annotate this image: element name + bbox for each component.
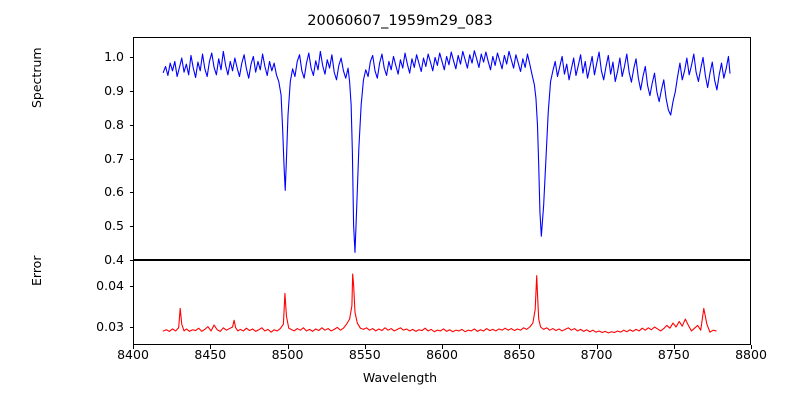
- y-tick-mark: [129, 286, 133, 288]
- x-tick-label: 8600: [426, 347, 458, 362]
- x-tick-label: 8450: [194, 347, 227, 362]
- y-tick-label: 1.0: [104, 49, 124, 65]
- x-tick-mark: [751, 345, 753, 349]
- x-tick-label: 8750: [657, 347, 690, 362]
- error-data-line: [162, 273, 717, 334]
- y-tick-mark: [129, 158, 133, 160]
- x-tick-mark: [442, 345, 444, 349]
- x-tick-label: 8650: [503, 347, 536, 362]
- x-tick-label: 8800: [735, 347, 767, 362]
- y-tick-label: 0.5: [104, 218, 124, 234]
- x-tick-mark: [596, 345, 598, 349]
- y-tick-mark: [129, 260, 133, 262]
- y-tick-mark: [129, 91, 133, 93]
- spectrum-y-axis-label: Spectrum: [29, 47, 44, 108]
- y-tick-label: 0.8: [104, 116, 124, 132]
- x-tick-mark: [287, 345, 289, 349]
- x-tick-label: 8700: [580, 347, 613, 362]
- error-y-axis-label: Error: [29, 255, 44, 286]
- y-tick-mark: [129, 192, 133, 194]
- y-tick-label: 0.7: [104, 150, 124, 166]
- error-plot-panel: [133, 260, 751, 345]
- x-tick-mark: [519, 345, 521, 349]
- x-axis-label: Wavelength: [362, 370, 438, 385]
- y-tick-label: 0.03: [96, 318, 124, 334]
- x-tick-label: 8550: [348, 347, 381, 362]
- x-tick-label: 8500: [271, 347, 304, 362]
- y-tick-label: 0.4: [104, 252, 124, 267]
- y-tick-mark: [129, 57, 133, 59]
- y-tick-label: 0.6: [104, 184, 124, 200]
- spectrum-line-chart: [162, 50, 731, 253]
- page-title: 20060607_1959m29_083: [307, 13, 493, 29]
- x-tick-mark: [210, 345, 212, 349]
- y-tick-mark: [129, 226, 133, 228]
- spectrum-data-line: [162, 50, 731, 253]
- y-tick-label: 0.04: [96, 278, 124, 294]
- y-tick-mark: [129, 124, 133, 126]
- y-tick-mark: [129, 326, 133, 328]
- error-line-chart: [162, 273, 717, 334]
- y-tick-label: 0.9: [104, 83, 124, 99]
- x-tick-mark: [364, 345, 366, 349]
- spectrum-plot-panel: [133, 37, 751, 260]
- x-tick-mark: [133, 345, 135, 349]
- x-tick-mark: [673, 345, 675, 349]
- x-tick-label: 8400: [117, 347, 149, 362]
